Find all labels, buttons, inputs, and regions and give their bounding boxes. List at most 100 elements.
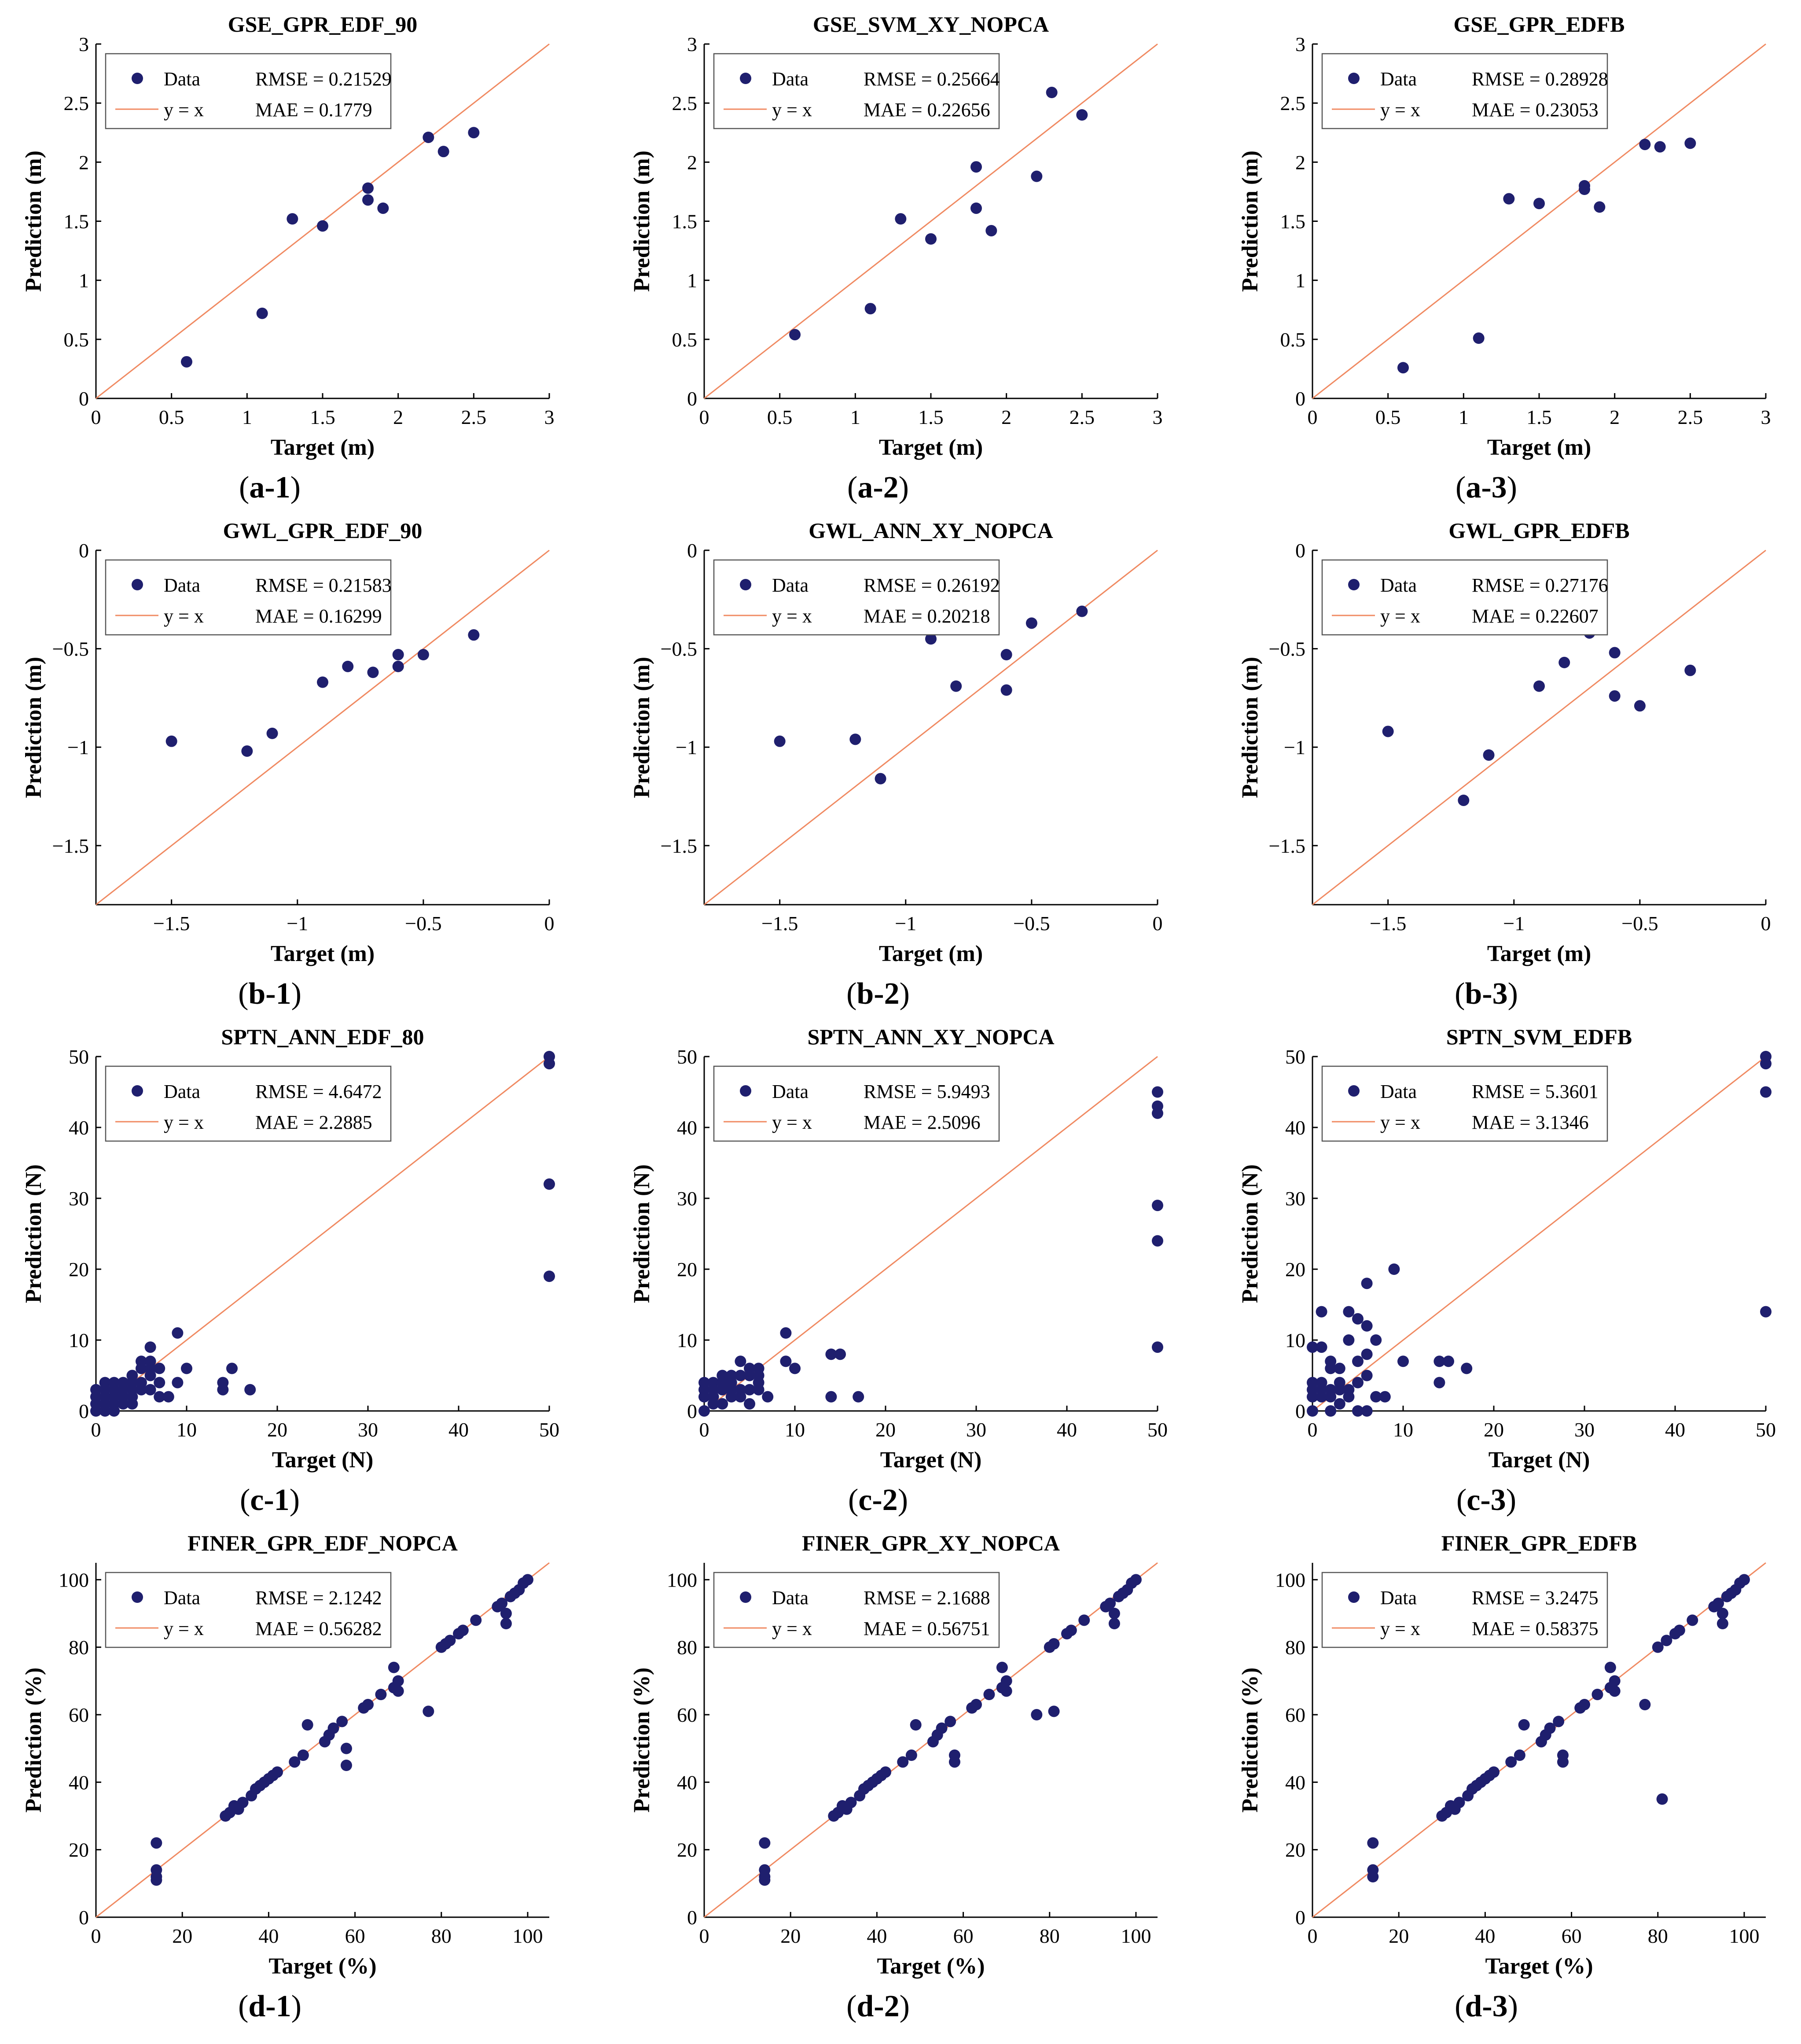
data-point — [1609, 1675, 1621, 1687]
data-point — [1684, 664, 1696, 676]
x-tick-label: 40 — [1057, 1418, 1077, 1441]
legend-data-marker — [1348, 579, 1360, 590]
x-tick-label: 40 — [448, 1418, 469, 1441]
data-point — [522, 1574, 533, 1586]
identity-line — [1312, 549, 1766, 906]
y-tick-label: 40 — [677, 1116, 697, 1139]
legend-box — [713, 559, 1000, 636]
legend-line-label: y = x — [1380, 99, 1420, 121]
legend-mae: MAE = 0.16299 — [255, 605, 382, 627]
y-tick-label: 50 — [677, 1046, 697, 1068]
x-tick-label: 20 — [1389, 1925, 1409, 1947]
y-tick-label: 10 — [677, 1329, 697, 1352]
y-axis-label: Prediction (N) — [629, 1164, 654, 1303]
data-point — [1594, 201, 1606, 213]
y-tick-label: 40 — [677, 1771, 697, 1794]
data-point — [1634, 700, 1646, 712]
legend: Data y = x RMSE = 0.28928 MAE = 0.23053 — [1321, 53, 1608, 129]
y-tick-label: −1.5 — [661, 835, 697, 857]
data-point — [1343, 1306, 1355, 1318]
data-point — [1433, 1377, 1445, 1388]
y-tick-label: 0.5 — [64, 328, 89, 351]
data-point — [289, 1756, 301, 1768]
x-axis-label: Target (m) — [271, 941, 375, 966]
chart-b-1: GWL_GPR_EDF_90 −1.5 −1 −0.5 0 −1.5 −1 −0.5 0 Targ… — [21, 518, 555, 1011]
legend: Data y = x RMSE = 0.21529 MAE = 0.1779 — [105, 53, 392, 129]
legend-data-marker — [740, 579, 751, 590]
data-point — [1104, 1598, 1116, 1609]
y-tick-label: 0 — [687, 387, 697, 410]
x-tick-label: 2.5 — [461, 406, 487, 428]
y-tick-label: 0 — [79, 1906, 89, 1929]
data-point — [925, 233, 937, 245]
legend-mae: MAE = 0.23053 — [1472, 99, 1599, 121]
data-point — [725, 1370, 737, 1381]
data-point — [735, 1370, 746, 1381]
data-point — [1443, 1355, 1454, 1367]
data-point — [905, 1749, 917, 1761]
data-point — [287, 213, 298, 225]
x-tick-label: 100 — [512, 1925, 543, 1947]
y-tick-label: 0 — [79, 539, 89, 562]
data-point — [1325, 1384, 1337, 1396]
x-tick-label: 0 — [1308, 1925, 1318, 1947]
data-point — [1316, 1306, 1327, 1318]
legend-line-label: y = x — [164, 605, 204, 627]
legend-rmse: RMSE = 0.27176 — [1472, 575, 1608, 596]
data-point — [735, 1355, 746, 1367]
x-tick-label: 60 — [345, 1925, 365, 1947]
data-point — [266, 727, 278, 739]
x-tick-label: 80 — [431, 1925, 452, 1947]
chart-title: SPTN_ANN_EDF_80 — [221, 1024, 424, 1049]
data-point — [880, 1766, 891, 1778]
legend-data-label: Data — [1380, 68, 1417, 90]
x-tick-label: 0.5 — [159, 406, 184, 428]
x-tick-label: 1.5 — [1526, 406, 1552, 428]
y-tick-label: −0.5 — [1269, 638, 1305, 660]
data-point — [1000, 1685, 1012, 1697]
data-point — [1713, 1598, 1724, 1609]
identity-line — [704, 43, 1158, 399]
legend-line-label: y = x — [1380, 1618, 1420, 1639]
data-point — [108, 1405, 120, 1417]
chart-title: GSE_GPR_EDF_90 — [228, 12, 418, 37]
data-point — [165, 735, 177, 747]
data-point — [698, 1377, 710, 1388]
x-tick-label: 1 — [850, 406, 860, 428]
x-tick-label: 30 — [966, 1418, 986, 1441]
x-tick-label: 3 — [1761, 406, 1771, 428]
data-point — [717, 1398, 728, 1410]
data-point — [496, 1598, 508, 1609]
data-point — [154, 1391, 165, 1403]
data-point — [780, 1327, 792, 1339]
legend: Data y = x RMSE = 5.3601 MAE = 3.1346 — [1321, 1065, 1608, 1142]
data-point — [417, 649, 429, 661]
data-point — [244, 1384, 256, 1396]
legend-rmse: RMSE = 5.9493 — [864, 1081, 990, 1102]
x-tick-label: 2 — [393, 406, 403, 428]
data-point — [217, 1377, 229, 1388]
data-point — [544, 1178, 555, 1190]
data-point — [151, 1874, 162, 1886]
y-tick-label: 30 — [69, 1187, 89, 1210]
y-tick-label: 2.5 — [1280, 92, 1306, 114]
data-point — [970, 1699, 982, 1710]
data-point — [849, 733, 861, 745]
chart-a-3: GSE_GPR_EDFB 0 0.5 1 1.5 2 2.5 3 0 0.5 1 1.5 2 2.5 3 Ta… — [1238, 12, 1771, 505]
data-point — [1639, 139, 1651, 151]
data-point — [1656, 1793, 1668, 1805]
x-tick-label: −0.5 — [405, 912, 441, 935]
data-point — [1544, 1722, 1556, 1734]
data-point — [744, 1363, 755, 1374]
data-point — [950, 680, 962, 692]
y-axis-label: Prediction (m) — [1238, 657, 1263, 798]
x-axis-label: Target (m) — [879, 941, 983, 966]
x-tick-label: 30 — [358, 1418, 378, 1441]
chart-title: GSE_GPR_EDFB — [1454, 12, 1625, 37]
data-point — [983, 1689, 995, 1700]
y-tick-label: 0 — [1295, 387, 1305, 410]
legend-line-label: y = x — [772, 1112, 812, 1133]
data-point — [1458, 794, 1470, 806]
legend-mae: MAE = 2.5096 — [864, 1112, 981, 1133]
y-tick-label: 20 — [677, 1258, 697, 1281]
